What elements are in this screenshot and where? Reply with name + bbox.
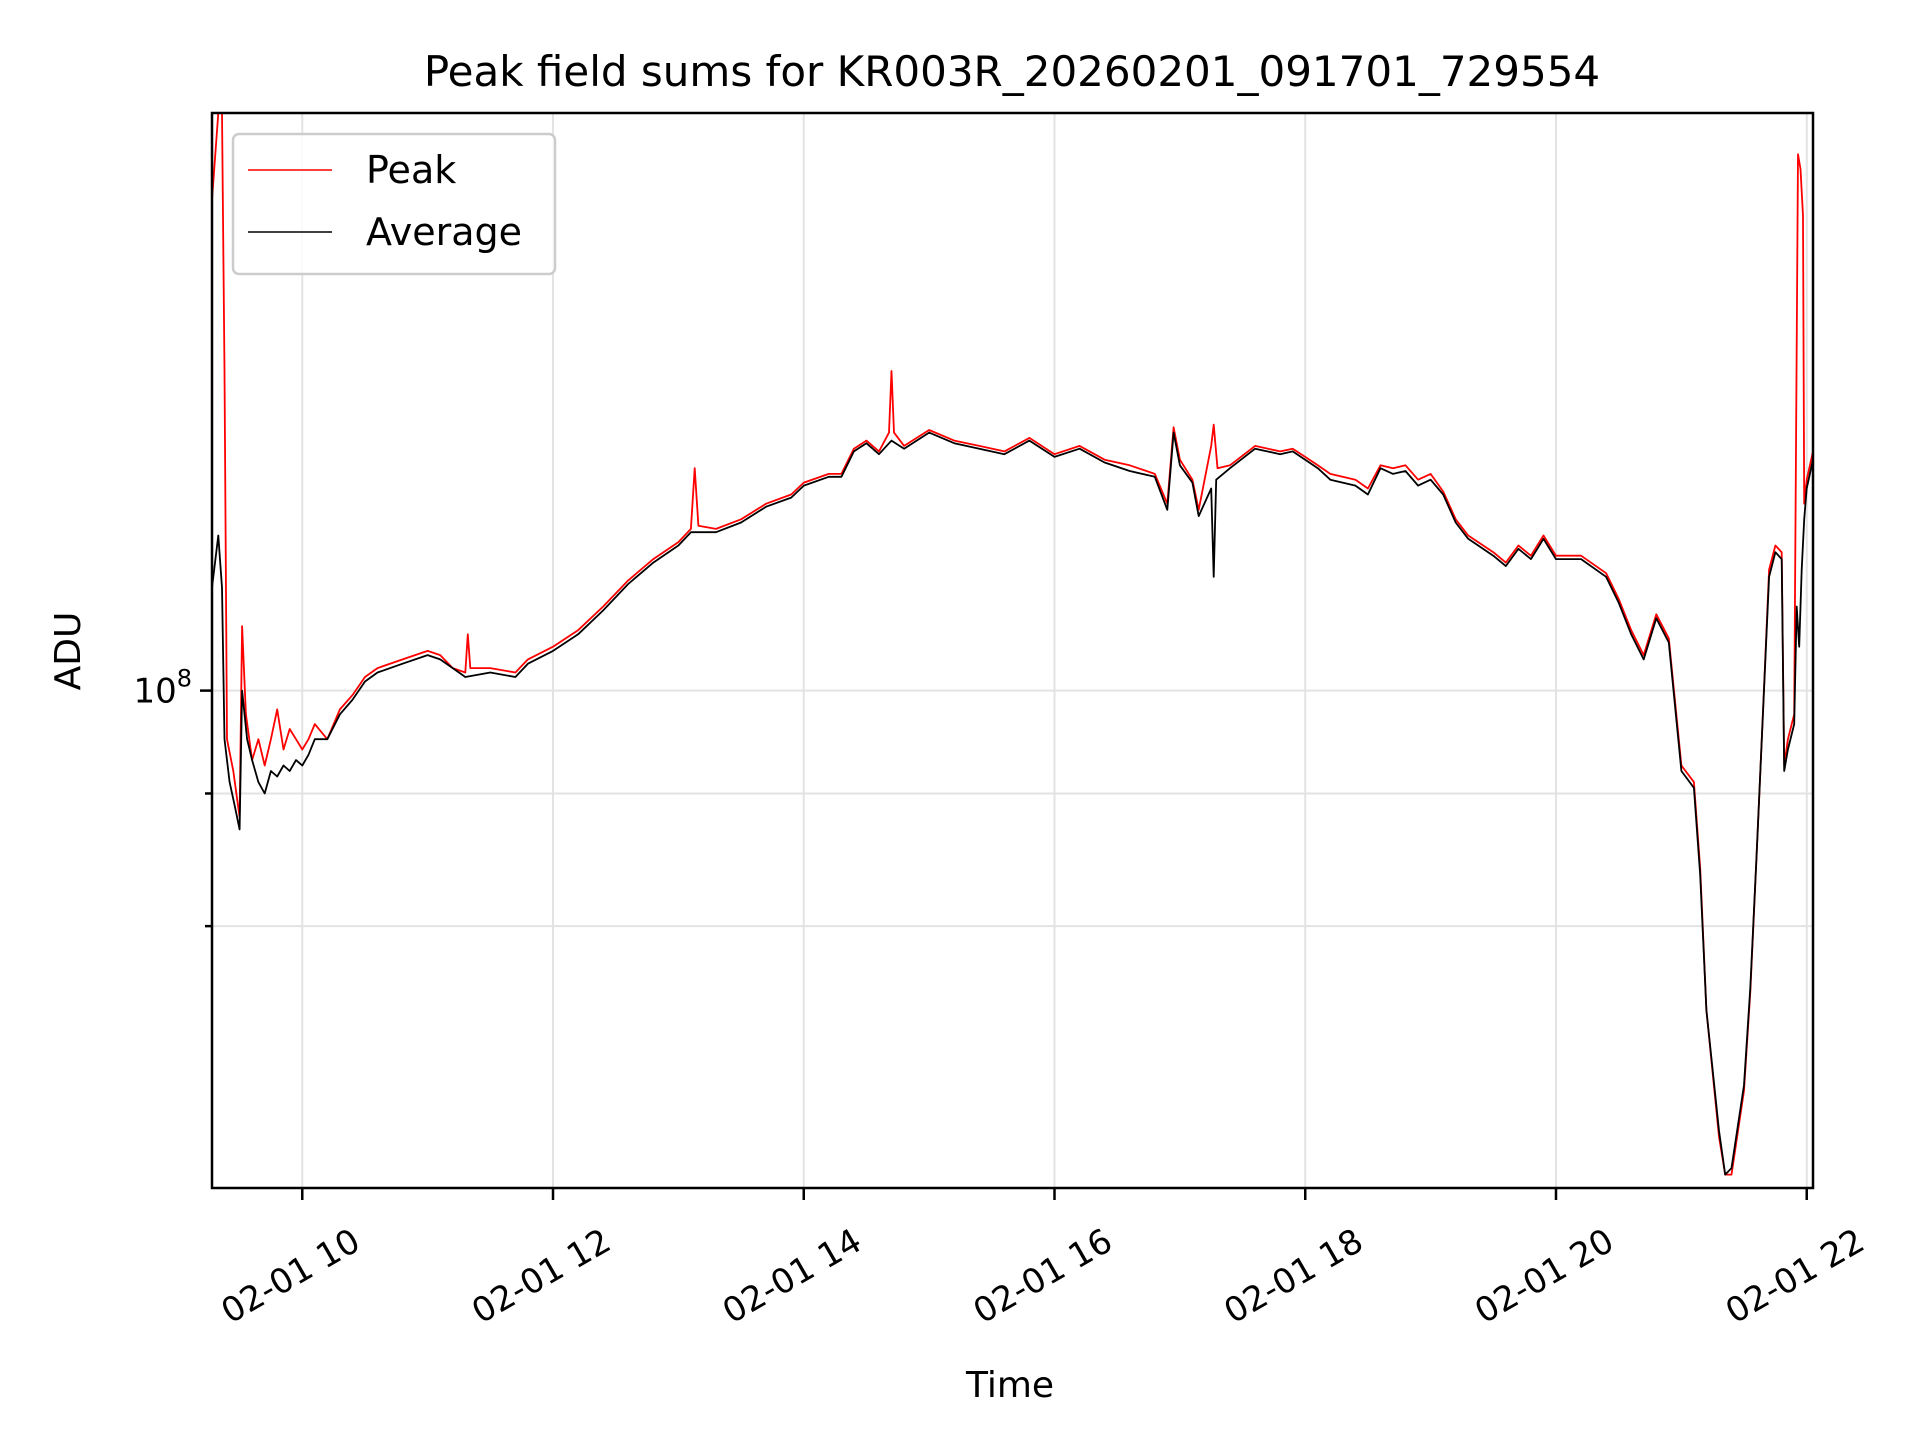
- x-axis-label: Time: [965, 1365, 1054, 1406]
- legend-label-peak: Peak: [366, 148, 456, 192]
- legend-label-average: Average: [366, 210, 522, 254]
- series-line-average: [212, 431, 1813, 1176]
- y-axis-label: ADU: [48, 612, 89, 691]
- legend-box: [231, 132, 557, 276]
- legend: Peak Average: [231, 132, 557, 276]
- plot-frame: [210, 111, 1815, 1190]
- series-line-peak: [212, 113, 1813, 1176]
- series-layer: [212, 113, 1813, 1176]
- chart-title: Peak field sums for KR003R_20260201_0917…: [424, 47, 1600, 96]
- y-tick-label: 108: [133, 665, 192, 712]
